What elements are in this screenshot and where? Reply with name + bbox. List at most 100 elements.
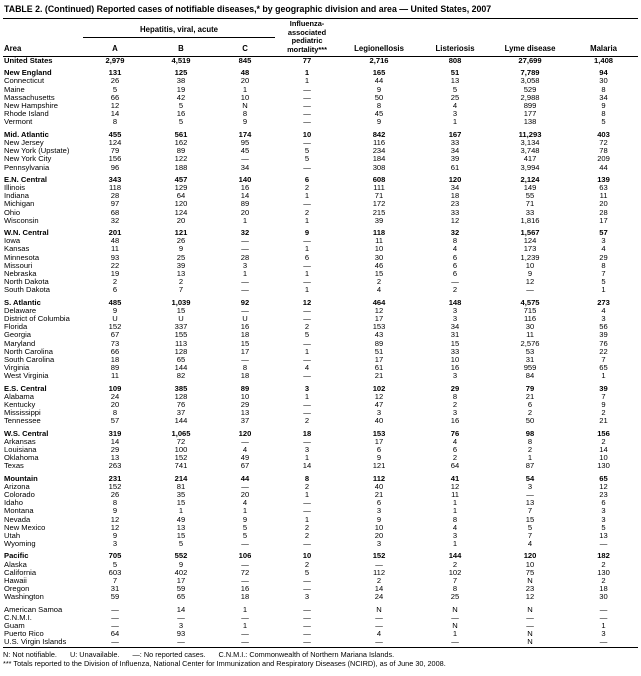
value-cell: 13 [110,454,120,463]
value-cell: 273 [597,297,610,307]
area-row: South Dakota 6 7 — 1 4 2 — 1 [3,286,638,294]
value-cell: 9 [112,507,118,516]
value-cell: 121 [372,462,386,471]
value-cell: 138 [523,118,537,127]
value-cell: N [527,638,533,647]
value-cell: 153 [372,428,386,438]
value-cell: 9 [376,515,382,524]
footnote-legend: N: Not notifiable. U: Unavailable. —: No… [3,650,638,659]
value-cell: 31 [450,331,460,340]
value-cell: 808 [448,56,462,66]
value-cell: 9 [601,102,606,111]
area-cell: Nevada [4,515,31,524]
value-cell: 845 [238,56,252,66]
value-cell: 1 [304,491,310,500]
value-cell: 8 [527,437,533,446]
value-cell: 4 [601,306,606,315]
area-row: Ohio 68 124 20 2 215 33 33 28 [3,209,638,217]
area-row: Texas 263 741 67 14 121 64 87 130 [3,462,638,470]
value-cell: 7 [601,392,606,401]
value-cell: — [303,118,311,127]
value-cell: 156 [597,428,610,438]
area-row: Kentucky 20 76 29 — 47 2 6 9 [3,401,638,409]
value-cell: 92 [240,297,250,307]
value-cell: 10 [240,392,250,401]
value-cell: 79 [110,147,120,156]
value-cell: 122 [174,155,188,164]
legend-no-reported-cases: —: No reported cases. [132,649,206,659]
value-cell: — [451,613,459,622]
value-cell: — [241,278,249,287]
value-cell: 10 [450,355,460,364]
area-cell: Missouri [4,261,33,270]
area-cell: Texas [4,462,24,471]
value-cell: 27,699 [518,56,542,66]
value-cell: U [112,314,118,323]
value-cell: 2 [601,437,606,446]
area-row: Illinois 118 129 16 2 111 34 149 63 [3,184,638,192]
value-cell: 102 [372,383,386,393]
value-cell: 1 [304,192,310,201]
value-cell: 33 [450,138,460,147]
value-cell: 28 [240,253,250,262]
value-cell: N [452,622,458,631]
value-cell: 9 [112,532,118,541]
value-cell: 6 [376,446,382,454]
value-cell: 95 [240,138,250,147]
value-cell: 3 [452,314,458,323]
area-cell: North Dakota [4,278,49,287]
value-cell: 48 [240,68,250,78]
value-cell: 30 [599,77,608,86]
value-cell: 29 [450,383,460,393]
value-cell: 2 [376,278,382,287]
value-cell: 4 [452,102,458,111]
value-cell: 2 [527,409,533,418]
value-cell: — [241,155,249,164]
value-cell: 2 [601,409,606,418]
area-cell: Maryland [4,339,36,348]
value-cell: 14 [374,585,384,594]
value-cell: 18 [240,331,250,340]
value-cell: 842 [372,129,386,139]
value-cell: 162 [174,138,188,147]
value-cell: 603 [108,568,122,577]
area-cell: Mid. Atlantic [4,129,49,139]
value-cell: 455 [108,129,122,139]
value-cell: 2 [304,323,310,332]
col-header-area: Area [3,18,83,58]
value-cell: 78 [599,147,608,156]
value-cell: 1 [601,372,606,381]
area-row: Idaho 8 15 4 — 6 1 13 6 [3,499,638,507]
value-cell: 144 [448,551,462,561]
value-cell: 93 [110,253,120,262]
value-cell: 118 [372,227,386,237]
area-cell: West Virginia [4,372,49,381]
value-cell: 8 [242,364,248,373]
value-cell: 2 [304,208,310,217]
value-cell: N [242,102,248,111]
area-cell: New Jersey [4,138,44,147]
value-cell: 124 [523,237,537,246]
value-cell: 155 [174,331,188,340]
value-cell: — [241,540,249,549]
value-cell: 112 [372,568,386,577]
value-cell: 33 [450,208,460,217]
value-cell: 53 [525,347,535,356]
value-cell: 30 [525,323,535,332]
value-cell: 2,716 [369,56,389,66]
value-cell: — [526,622,534,631]
division-row: S. Atlantic 485 1,039 92 12 464 148 4,575 273 [3,295,638,307]
value-cell: — [111,638,119,647]
value-cell: — [303,507,311,516]
value-cell: 39 [374,216,384,225]
value-cell: 8 [112,409,118,418]
value-cell: 184 [372,155,386,164]
value-cell: 3,134 [520,138,540,147]
value-cell: 13 [525,499,535,508]
value-cell: 1 [304,347,310,356]
value-cell: — [599,613,608,622]
value-cell: 1 [527,454,533,463]
area-row: Arizona 152 81 — 2 40 12 3 12 [3,483,638,491]
value-cell: 10 [302,551,312,561]
value-cell: 61 [374,364,384,373]
